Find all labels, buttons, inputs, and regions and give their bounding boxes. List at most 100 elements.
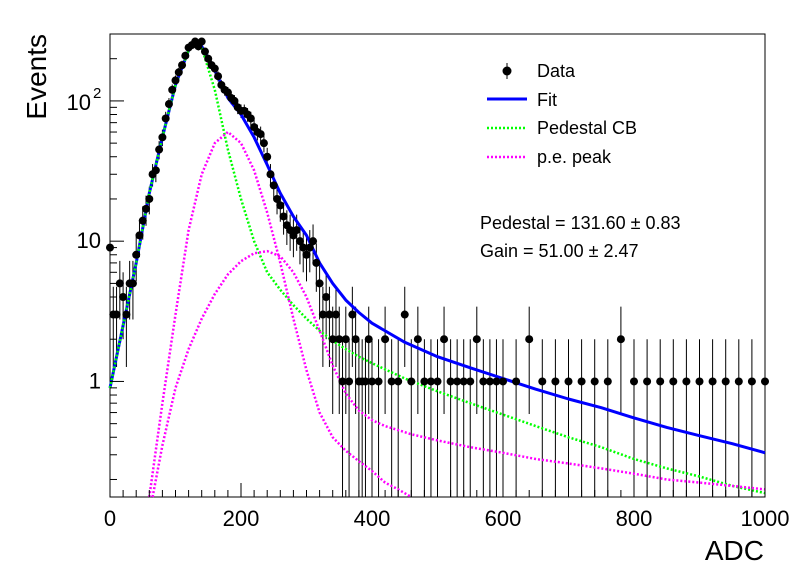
legend-label-data: Data [537, 61, 576, 81]
data-point [122, 310, 131, 319]
data-point [230, 96, 239, 105]
data-point [426, 377, 435, 386]
data-point [734, 377, 743, 386]
data-point [145, 194, 154, 203]
data-point [197, 37, 206, 46]
legend-label-pe-peak: p.e. peak [537, 147, 612, 167]
data-point [138, 216, 147, 225]
data-point [338, 377, 347, 386]
data-points [106, 37, 769, 386]
x-tick-label: 600 [485, 506, 522, 531]
data-point [292, 226, 301, 235]
data-point [178, 61, 187, 70]
data-point [485, 377, 494, 386]
data-point [459, 377, 468, 386]
data-point [525, 335, 534, 344]
data-point [295, 237, 304, 246]
legend: Data Fit Pedestal CB p.e. peak [487, 61, 637, 167]
y-tick-label: 10 [77, 228, 101, 253]
data-point [305, 243, 314, 252]
curve-p-e-peak-4 [151, 249, 766, 498]
x-tick-label: 200 [223, 506, 260, 531]
data-point [564, 377, 573, 386]
x-tick-label: 800 [616, 506, 653, 531]
x-axis: 0 200 400 600 800 1000 [104, 483, 790, 531]
data-point [348, 310, 357, 319]
x-tick-label: 1000 [741, 506, 790, 531]
data-point [361, 377, 370, 386]
data-point [135, 231, 144, 240]
data-point [345, 377, 354, 386]
data-point [453, 377, 462, 386]
data-point [128, 279, 137, 288]
data-point [440, 335, 449, 344]
data-point [656, 377, 665, 386]
data-point [256, 130, 265, 139]
data-point [708, 377, 717, 386]
data-point [420, 377, 429, 386]
y-axis-title: Events [21, 34, 52, 120]
data-point [682, 377, 691, 386]
data-point [266, 170, 275, 179]
data-point [246, 114, 255, 123]
curve-p-e-peak-3 [148, 130, 412, 499]
data-point [318, 310, 327, 319]
x-tick-label: 400 [354, 506, 391, 531]
data-point [259, 139, 268, 148]
data-point [433, 377, 442, 386]
data-point [302, 250, 311, 259]
data-point [341, 335, 350, 344]
legend-item-pedestal-cb: Pedestal CB [487, 118, 637, 138]
data-point [512, 377, 521, 386]
data-point [616, 335, 625, 344]
data-point [551, 377, 560, 386]
annotation-pedestal: Pedestal = 131.60 ± 0.83 [480, 213, 681, 233]
data-point [643, 377, 652, 386]
legend-item-pe-peak: p.e. peak [487, 147, 612, 167]
data-point [446, 377, 455, 386]
data-point [335, 335, 344, 344]
data-point [210, 64, 219, 73]
data-point [368, 377, 376, 386]
data-point [351, 335, 360, 344]
data-point [142, 204, 151, 213]
data-point [168, 85, 177, 94]
data-point [273, 194, 282, 203]
data-point [400, 310, 409, 319]
data-point [374, 377, 383, 386]
data-point [276, 201, 285, 210]
data-point [269, 181, 278, 190]
data-point [407, 377, 416, 386]
data-point [695, 377, 704, 386]
data-point [387, 377, 396, 386]
data-point [538, 377, 547, 386]
data-point [761, 377, 769, 386]
y-tick-label: 10 [67, 90, 91, 115]
data-point [479, 377, 488, 386]
data-point [263, 152, 272, 161]
x-axis-title: ADC [705, 535, 764, 566]
data-point [328, 335, 337, 344]
data-point [315, 279, 324, 288]
data-point [115, 279, 124, 288]
annotation-gain: Gain = 51.00 ± 2.47 [480, 241, 639, 261]
data-point [577, 377, 586, 386]
legend-label-fit: Fit [537, 90, 557, 110]
data-point [466, 377, 475, 386]
data-point [492, 377, 501, 386]
data-point [279, 212, 288, 221]
data-point [132, 250, 141, 259]
data-point [204, 54, 213, 63]
data-point [309, 237, 318, 246]
data-point [331, 310, 340, 319]
data-point [214, 72, 223, 81]
data-point [119, 292, 128, 301]
data-point [630, 377, 638, 386]
data-point [181, 51, 190, 60]
data-point [158, 133, 167, 142]
data-point [155, 145, 164, 154]
data-point [747, 377, 756, 386]
data-point [381, 335, 390, 344]
